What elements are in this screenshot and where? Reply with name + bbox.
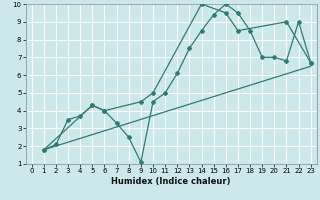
X-axis label: Humidex (Indice chaleur): Humidex (Indice chaleur) — [111, 177, 231, 186]
